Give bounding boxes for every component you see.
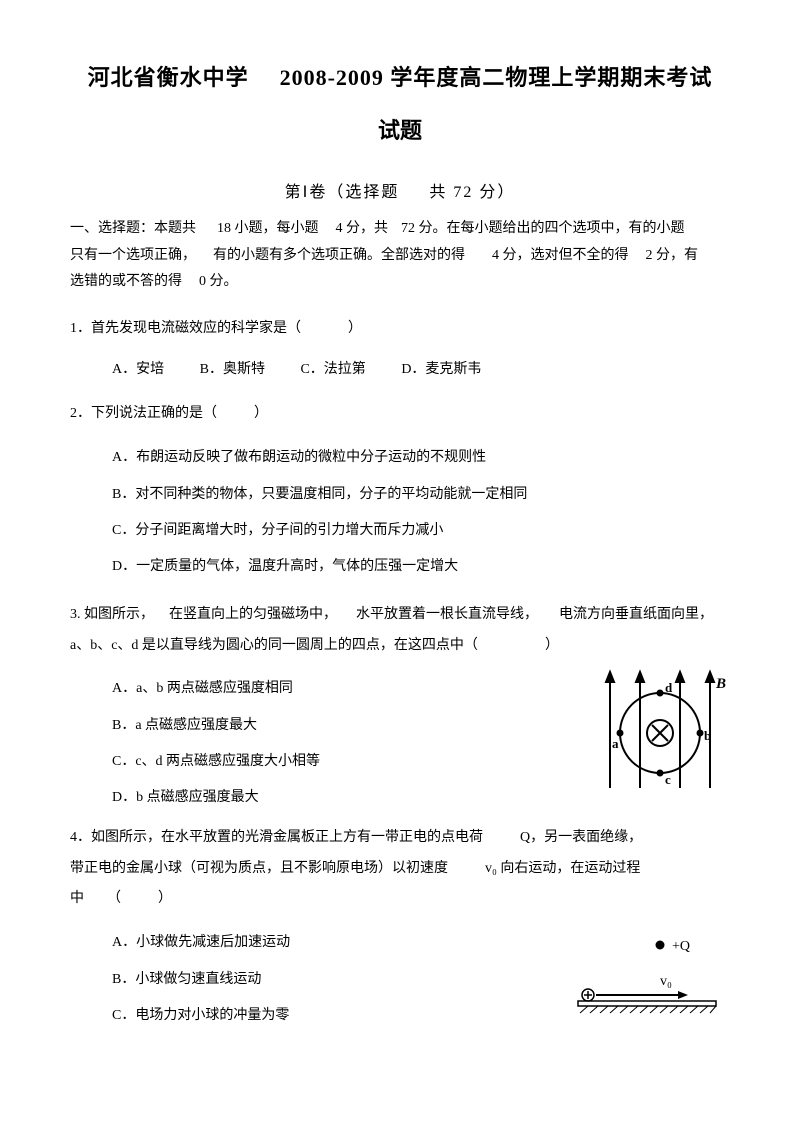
paren-close: ） <box>158 891 172 906</box>
q3-text: 3. 如图所示， <box>70 607 154 622</box>
instr-text: 4 分，选对但不全的得 <box>492 248 629 263</box>
q4-text: v₀ 向右运动，在运动过程 <box>485 861 640 876</box>
q3-stem: 3. 如图所示， 在竖直向上的匀强磁场中， 水平放置着一根长直流导线， 电流方向… <box>70 600 730 662</box>
label-d: d <box>665 680 673 695</box>
exam-title: 河北省衡水中学 2008-2009 学年度高二物理上学期期末考试 <box>70 60 730 95</box>
section-header: 第Ⅰ卷（选择题 共 72 分） <box>70 180 730 206</box>
q4-text: Q，另一表面绝缘， <box>520 830 642 845</box>
q1-opt-a: A．安培 <box>112 362 164 377</box>
q1-opt-d: D．麦克斯韦 <box>401 362 481 377</box>
question-4: 4．如图所示，在水平放置的光滑金属板正上方有一带正电的点电荷 Q，另一表面绝缘，… <box>70 823 730 1035</box>
label-v0: v₀ <box>660 974 672 989</box>
exam-subtitle: 试题 <box>70 113 730 148</box>
instr-text: 4 分，共 <box>336 221 389 236</box>
instr-text: 只有一个选项正确， <box>70 248 196 263</box>
q4-text: （ <box>107 891 121 906</box>
q3-text: 电流方向垂直纸面向里， <box>559 607 713 622</box>
q2-opt-b: B．对不同种类的物体，只要温度相同，分子的平均动能就一定相同 <box>112 477 730 513</box>
school-name: 河北省衡水中学 <box>88 65 249 90</box>
instr-text: 一、选择题：本题共 <box>70 221 196 236</box>
instructions: 一、选择题：本题共 18 小题，每小题 4 分，共 72 分。在每小题给出的四个… <box>70 216 730 296</box>
label-Q: +Q <box>672 939 690 954</box>
q1-options: A．安培 B．奥斯特 C．法拉第 D．麦克斯韦 <box>70 355 730 386</box>
q1-stem: 1．首先发现电流磁效应的科学家是（ <box>70 321 301 336</box>
q1-opt-c: C．法拉第 <box>300 362 365 377</box>
instr-text: 有的小题有多个选项正确。全部选对的得 <box>213 248 465 263</box>
q4-figure: +Q v₀ <box>570 933 720 1023</box>
question-3: 3. 如图所示， 在竖直向上的匀强磁场中， 水平放置着一根长直流导线， 电流方向… <box>70 600 730 817</box>
q3-text: a、b、c、d 是以直导线为圆心的同一圆周上的四点，在这四点中（ <box>70 638 478 653</box>
q2-options: A．布朗运动反映了做布朗运动的微粒中分子运动的不规则性 B．对不同种类的物体，只… <box>70 440 730 586</box>
q2-opt-a: A．布朗运动反映了做布朗运动的微粒中分子运动的不规则性 <box>112 440 730 476</box>
label-B: B <box>715 676 726 692</box>
q2-opt-d: D．一定质量的气体，温度升高时，气体的压强一定增大 <box>112 549 730 585</box>
q1-opt-b: B．奥斯特 <box>200 362 265 377</box>
q3-figure: a b d c B <box>590 668 730 798</box>
q4-text: 带正电的金属小球（可视为质点，且不影响原电场）以初速度 <box>70 861 448 876</box>
q4-stem: 4．如图所示，在水平放置的光滑金属板正上方有一带正电的点电荷 Q，另一表面绝缘，… <box>70 823 730 915</box>
instr-text: 选错的或不答的得 <box>70 274 182 289</box>
year: 2008-2009 <box>280 65 384 90</box>
q3-text: 在竖直向上的匀强磁场中， <box>169 607 337 622</box>
q4-text: 中 <box>70 891 84 906</box>
label-a: a <box>612 736 619 751</box>
paren-close: ） <box>254 406 268 421</box>
question-2: 2．下列说法正确的是（ ） <box>70 399 730 430</box>
q4-text: 4．如图所示，在水平放置的光滑金属板正上方有一带正电的点电荷 <box>70 830 483 845</box>
section-label: 第Ⅰ卷（选择题 <box>285 184 400 201</box>
instr-text: 2 分，有 <box>646 248 699 263</box>
question-1: 1．首先发现电流磁效应的科学家是（ ） <box>70 314 730 345</box>
instr-text: 0 分。 <box>199 274 238 289</box>
paren-close: ） <box>348 321 362 336</box>
q2-opt-c: C．分子间距离增大时，分子间的引力增大而斥力减小 <box>112 513 730 549</box>
label-c: c <box>665 772 671 787</box>
paren-close: ） <box>545 638 559 653</box>
exam-name: 学年度高二物理上学期期末考试 <box>390 65 712 90</box>
instr-text: 18 小题，每小题 <box>217 221 319 236</box>
section-points: 共 72 分） <box>429 184 515 201</box>
q3-text: 水平放置着一根长直流导线， <box>356 607 538 622</box>
label-b: b <box>704 728 711 743</box>
instr-text: 72 分。在每小题给出的四个选项中，有的小题 <box>401 221 685 236</box>
q2-stem: 2．下列说法正确的是（ <box>70 406 217 421</box>
